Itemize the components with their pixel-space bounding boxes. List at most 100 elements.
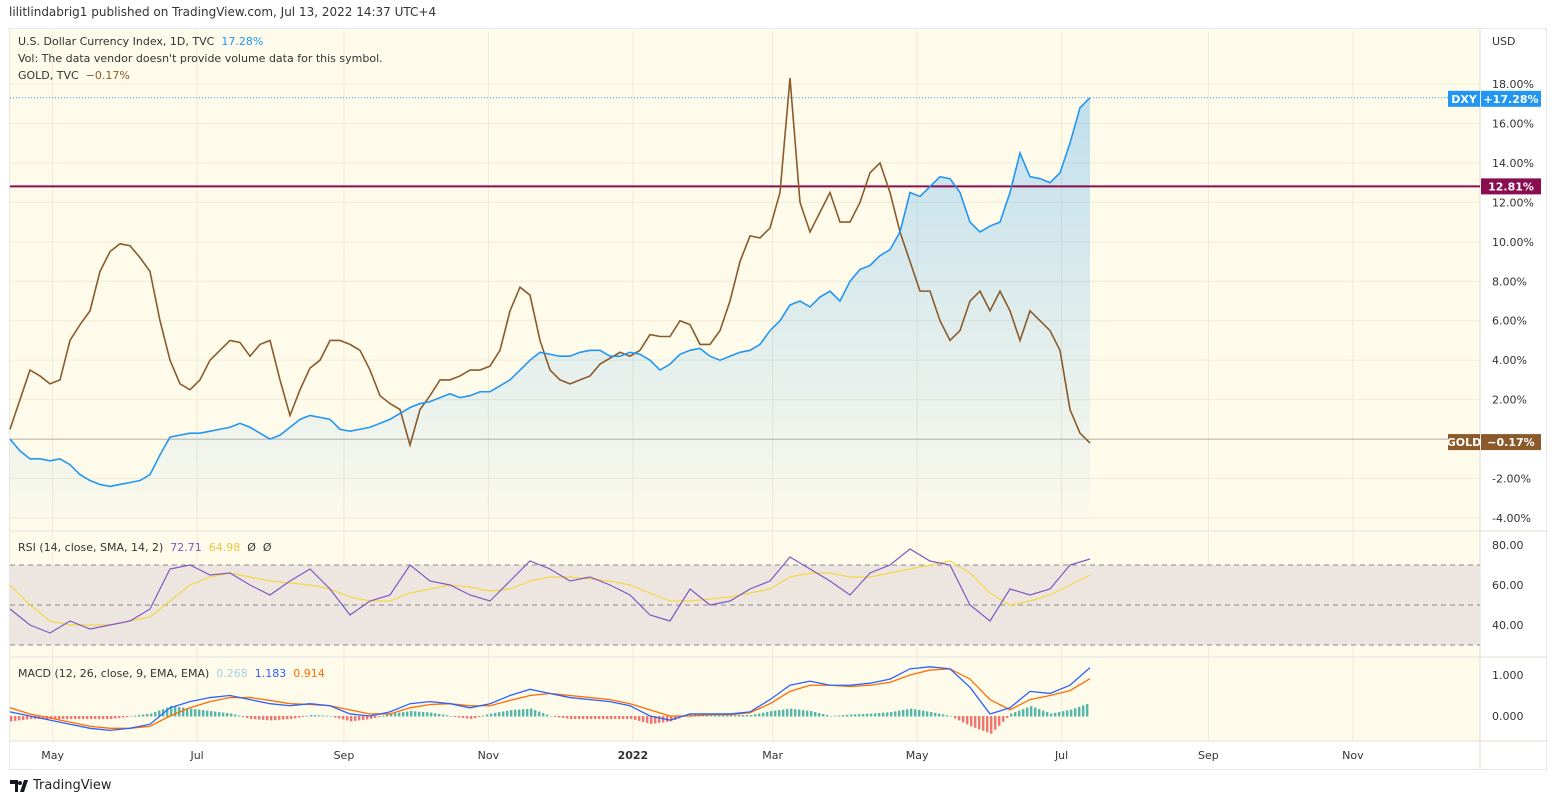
x-tick-label: Jul (1054, 749, 1068, 762)
macd-histogram-bar (174, 706, 177, 717)
macd-histogram-bar (978, 716, 981, 730)
macd-histogram-bar (170, 706, 173, 717)
macd-histogram-bar (402, 712, 405, 717)
rsi-legend[interactable]: RSI (14, close, SMA, 14, 2) 72.71 64.98 … (18, 541, 272, 554)
macd-histogram-bar (78, 716, 81, 719)
macd-histogram-bar (314, 715, 317, 717)
rsi-title: RSI (14, close, SMA, 14, 2) (18, 541, 164, 554)
macd-histogram-bar (854, 714, 857, 717)
macd-signal-value: 0.914 (293, 667, 325, 680)
rsi-tick-label: 40.00 (1492, 619, 1524, 632)
macd-histogram-bar (670, 716, 673, 722)
macd-histogram-bar (1082, 705, 1085, 717)
macd-histogram-bar (1078, 706, 1081, 717)
y-tick-label: 4.00% (1492, 354, 1527, 367)
macd-tick-label: 1.000 (1492, 669, 1524, 682)
macd-histogram-bar (494, 712, 497, 717)
y-tick-label: 8.00% (1492, 275, 1527, 288)
macd-histogram-bar (130, 716, 133, 717)
macd-histogram-bar (626, 716, 629, 719)
y-tick-label: 10.00% (1492, 236, 1534, 249)
macd-histogram-bar (706, 714, 709, 717)
macd-histogram-bar (970, 716, 973, 727)
macd-histogram-bar (270, 716, 273, 721)
dxy-price-value: +17.28% (1483, 93, 1538, 106)
macd-histogram-bar (362, 716, 365, 720)
macd-histogram-bar (194, 709, 197, 717)
pane-background (10, 658, 1480, 740)
rsi-line (9, 548, 1091, 634)
macd-histogram-bar (554, 716, 557, 717)
macd-histogram-bar (18, 716, 21, 721)
dxy-price-value-tag (1481, 90, 1541, 107)
gold-legend[interactable]: GOLD, TVC −0.17% (18, 69, 130, 82)
main-legend[interactable]: U.S. Dollar Currency Index, 1D, TVC 17.2… (18, 35, 263, 48)
macd-histogram-bar (462, 716, 465, 718)
macd-histogram-bar (1018, 710, 1021, 717)
macd-histogram-bar (910, 708, 913, 717)
macd-histogram-bar (226, 713, 229, 717)
macd-histogram-bar (782, 709, 785, 717)
macd-histogram-bar (482, 715, 485, 717)
macd-histogram-bar (826, 715, 829, 717)
macd-histogram-bar (1046, 712, 1049, 717)
macd-histogram-bar (458, 716, 461, 718)
macd-histogram-bar (522, 709, 525, 717)
macd-histogram-bar (326, 715, 329, 717)
macd-histogram-bar (222, 712, 225, 717)
macd-line-value: 1.183 (254, 667, 287, 680)
macd-hist-value: 0.268 (216, 667, 248, 680)
macd-histogram-bar (542, 713, 545, 717)
macd-histogram-bar (882, 712, 885, 717)
macd-histogram-bar (930, 712, 933, 717)
macd-histogram-bar (630, 716, 633, 719)
macd-histogram-bar (934, 712, 937, 717)
macd-legend[interactable]: MACD (12, 26, close, 9, EMA, EMA) 0.268 … (18, 667, 325, 680)
macd-histogram-bar (966, 716, 969, 725)
macd-histogram-bar (182, 707, 185, 717)
macd-histogram-bar (922, 710, 925, 717)
macd-histogram-bar (822, 714, 825, 717)
macd-histogram-bar (598, 716, 601, 719)
macd-histogram-bar (346, 716, 349, 721)
x-tick-label: Jul (189, 749, 203, 762)
macd-histogram-bar (806, 710, 809, 717)
macd-histogram-bar (1034, 707, 1037, 717)
macd-histogram-bar (766, 711, 769, 717)
macd-histogram-bar (862, 713, 865, 717)
macd-histogram-bar (962, 716, 965, 723)
macd-histogram-bar (658, 716, 661, 723)
macd-histogram-bar (574, 716, 577, 719)
macd-histogram-bar (10, 716, 13, 722)
macd-histogram-bar (342, 716, 345, 720)
macd-histogram-bar (470, 716, 473, 719)
macd-histogram-bar (474, 716, 477, 718)
rsi-value: 72.71 (170, 541, 202, 554)
macd-histogram-bar (334, 716, 337, 718)
macd-histogram-bar (418, 711, 421, 717)
macd-histogram-bar (642, 716, 645, 722)
y-tick-label: -4.00% (1492, 512, 1531, 525)
macd-histogram-bar (158, 710, 161, 717)
x-tick-label: Sep (334, 749, 355, 762)
chart-frame[interactable] (9, 28, 1547, 770)
tradingview-logo[interactable]: TradingView (10, 778, 112, 793)
gold-symbol: GOLD, TVC (18, 69, 79, 82)
macd-histogram-bar (734, 715, 737, 717)
macd-histogram-bar (602, 716, 605, 719)
brand-name: TradingView (33, 778, 112, 793)
dxy-series-line (9, 97, 1091, 488)
rsi-tick-label: 80.00 (1492, 539, 1524, 552)
macd-histogram-bar (850, 714, 853, 717)
macd-histogram-bar (58, 716, 61, 719)
macd-histogram-bar (718, 715, 721, 717)
x-tick-label: Nov (1342, 749, 1364, 762)
macd-histogram-bar (390, 713, 393, 717)
macd-histogram-bar (274, 716, 277, 721)
macd-histogram-bar (990, 716, 993, 734)
main-value: 17.28% (221, 35, 264, 48)
macd-histogram-bar (198, 709, 201, 717)
macd-histogram-bar (518, 709, 521, 717)
macd-histogram-bar (166, 707, 169, 717)
